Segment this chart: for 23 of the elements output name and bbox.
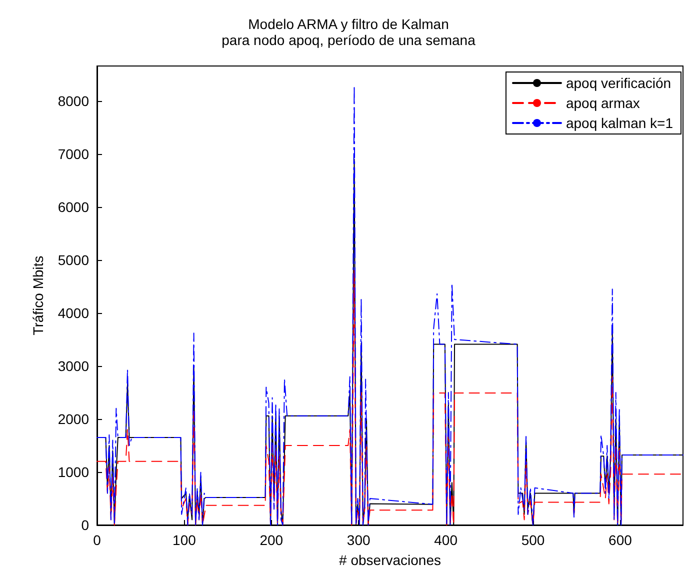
legend-label: apoq kalman k=1 xyxy=(566,115,674,131)
x-tick-label: 0 xyxy=(93,532,102,548)
y-tick-label: 1000 xyxy=(58,464,90,480)
y-tick-label: 2000 xyxy=(58,410,90,427)
x-tick-label: 600 xyxy=(608,532,632,548)
y-axis-title: Tráfico Mbits xyxy=(30,256,46,336)
chart-title: Modelo ARMA y filtro de Kalman xyxy=(248,16,449,32)
legend-label: apoq verificación xyxy=(566,75,672,91)
x-tick-label: 200 xyxy=(260,532,284,548)
legend-label: apoq armax xyxy=(566,95,640,111)
x-tick-label: 400 xyxy=(434,532,458,548)
x-tick-label: 100 xyxy=(172,532,196,548)
y-tick-label: 6000 xyxy=(58,198,90,215)
y-tick-label: 5000 xyxy=(58,252,90,268)
chart-subtitle: para nodo apoq, período de una semana xyxy=(222,32,476,48)
x-tick-label: 300 xyxy=(346,532,370,548)
y-tick-label: 0 xyxy=(81,517,90,533)
y-tick-label: 3000 xyxy=(58,358,90,374)
x-tick-label: 500 xyxy=(521,532,545,548)
y-tick-label: 4000 xyxy=(58,304,90,321)
y-tick-label: 8000 xyxy=(58,92,90,109)
y-tick-label: 7000 xyxy=(58,146,90,162)
x-axis-title: # observaciones xyxy=(339,552,441,568)
